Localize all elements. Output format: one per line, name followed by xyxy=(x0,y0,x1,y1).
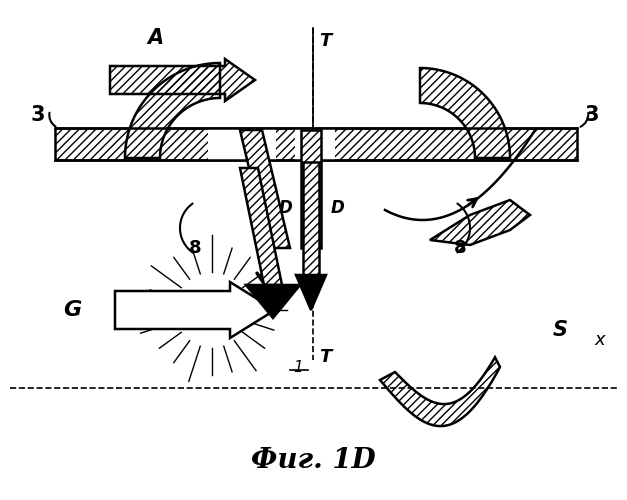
Text: G: G xyxy=(63,300,81,320)
Polygon shape xyxy=(125,63,220,158)
Bar xyxy=(55,128,577,160)
Text: 1: 1 xyxy=(293,360,303,375)
Bar xyxy=(208,128,276,160)
Text: T: T xyxy=(319,348,331,366)
Text: T: T xyxy=(319,32,331,50)
Polygon shape xyxy=(420,68,510,158)
Text: x: x xyxy=(594,331,605,349)
Polygon shape xyxy=(301,130,321,248)
Polygon shape xyxy=(296,275,326,310)
Bar xyxy=(295,128,335,160)
Polygon shape xyxy=(240,168,282,285)
Text: 3: 3 xyxy=(31,105,45,125)
Text: 3: 3 xyxy=(585,105,599,125)
Text: 8: 8 xyxy=(189,239,201,257)
Bar xyxy=(55,128,577,160)
Polygon shape xyxy=(246,285,300,318)
Text: 8: 8 xyxy=(454,239,466,257)
FancyArrow shape xyxy=(115,282,275,338)
Text: Фиг. 1D: Фиг. 1D xyxy=(251,446,376,473)
Polygon shape xyxy=(240,130,290,248)
Text: A: A xyxy=(147,28,163,48)
Text: D: D xyxy=(279,199,293,217)
Text: S: S xyxy=(552,320,567,340)
Text: D: D xyxy=(331,199,345,217)
Polygon shape xyxy=(303,162,319,275)
